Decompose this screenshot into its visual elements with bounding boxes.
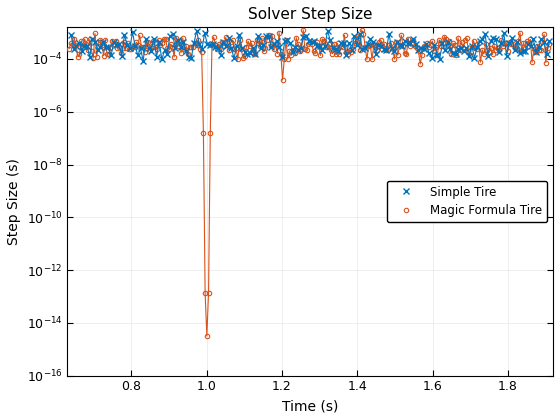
Simple Tire: [252, 51, 259, 56]
Simple Tire: [140, 58, 147, 63]
Simple Tire: [76, 41, 82, 46]
Line: Magic Formula Tire: Magic Formula Tire: [67, 28, 552, 338]
Simple Tire: [546, 39, 553, 44]
Simple Tire: [169, 32, 176, 37]
Y-axis label: Step Size (s): Step Size (s): [7, 158, 21, 245]
Magic Formula Tire: [343, 50, 349, 55]
Legend: Simple Tire, Magic Formula Tire: Simple Tire, Magic Formula Tire: [386, 181, 547, 222]
Simple Tire: [498, 40, 505, 45]
Line: Simple Tire: Simple Tire: [68, 28, 552, 63]
Magic Formula Tire: [465, 48, 472, 53]
X-axis label: Time (s): Time (s): [282, 399, 338, 413]
Magic Formula Tire: [203, 333, 210, 339]
Title: Solver Step Size: Solver Step Size: [248, 7, 372, 22]
Magic Formula Tire: [66, 46, 73, 51]
Magic Formula Tire: [298, 47, 305, 52]
Simple Tire: [535, 44, 542, 49]
Simple Tire: [68, 32, 74, 37]
Magic Formula Tire: [365, 44, 372, 49]
Magic Formula Tire: [300, 27, 306, 32]
Simple Tire: [324, 28, 331, 33]
Magic Formula Tire: [140, 45, 147, 50]
Simple Tire: [124, 42, 130, 47]
Magic Formula Tire: [546, 42, 553, 47]
Magic Formula Tire: [469, 44, 475, 49]
